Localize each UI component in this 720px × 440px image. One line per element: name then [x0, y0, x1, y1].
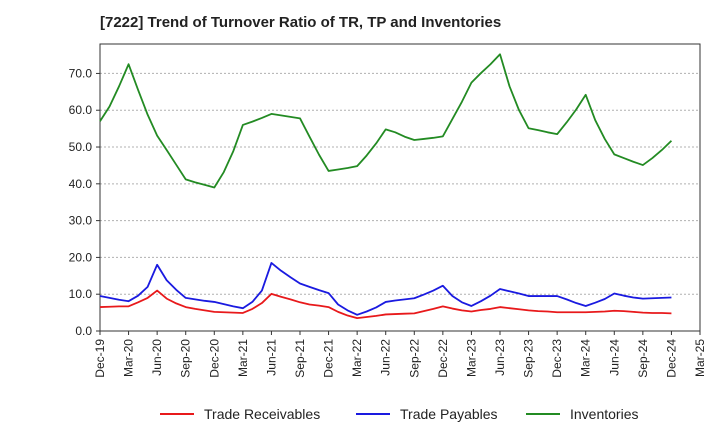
x-tick-label: Sep-21	[293, 339, 307, 378]
series-line-trade-receivables	[99, 289, 672, 320]
y-tick-label: 70.0	[69, 66, 93, 80]
plot-frame	[99, 43, 701, 332]
legend-label: Trade Payables	[400, 406, 498, 422]
x-tick-label: Jun-24	[607, 339, 621, 376]
legend-item: Inventories	[526, 406, 638, 422]
x-tick-label: Mar-22	[350, 339, 364, 377]
x-tick-label: Dec-20	[207, 339, 221, 378]
x-tick-label: Dec-21	[322, 339, 336, 378]
y-tick-label: 10.0	[69, 287, 93, 301]
legend-item: Trade Payables	[356, 406, 498, 422]
x-tick-label: Dec-19	[93, 339, 107, 378]
legend-label: Inventories	[570, 406, 638, 422]
x-tick-label: Mar-21	[236, 339, 250, 377]
x-tick-label: Mar-25	[693, 339, 707, 377]
x-tick-label: Mar-20	[122, 339, 136, 377]
x-tick-label: Dec-22	[436, 339, 450, 378]
x-tick-label: Sep-24	[636, 339, 650, 378]
series-line-trade-payables	[99, 262, 672, 316]
x-tick-label: Sep-20	[179, 339, 193, 378]
y-tick-label: 40.0	[69, 177, 93, 191]
y-tick-label: 50.0	[69, 140, 93, 154]
x-tick-label: Dec-24	[664, 339, 678, 378]
legend-item: Trade Receivables	[160, 406, 320, 422]
x-tick-label: Sep-23	[522, 339, 536, 378]
x-tick-label: Jun-22	[379, 339, 393, 376]
y-tick-label: 20.0	[69, 250, 93, 264]
x-tick-label: Mar-23	[464, 339, 478, 377]
legend-label: Trade Receivables	[204, 406, 320, 422]
y-tick-label: 30.0	[69, 214, 93, 228]
x-tick-label: Sep-22	[407, 339, 421, 378]
x-tick-label: Dec-23	[550, 339, 564, 378]
y-tick-label: 60.0	[69, 103, 93, 117]
chart-title: [7222] Trend of Turnover Ratio of TR, TP…	[100, 14, 502, 31]
x-tick-label: Jun-23	[493, 339, 507, 376]
y-tick-label: 0.0	[75, 324, 92, 338]
x-tick-label: Jun-20	[150, 339, 164, 376]
series-line-inventories	[99, 53, 673, 189]
x-tick-label: Jun-21	[264, 339, 278, 376]
x-tick-label: Mar-24	[579, 339, 593, 377]
